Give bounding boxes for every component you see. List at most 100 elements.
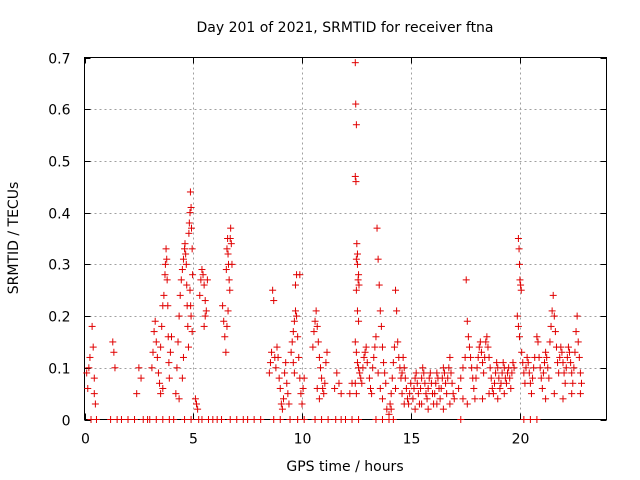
data-point bbox=[137, 374, 145, 382]
data-point bbox=[351, 379, 359, 387]
data-point bbox=[200, 281, 208, 289]
data-point bbox=[165, 374, 173, 382]
data-point bbox=[335, 379, 343, 387]
data-point bbox=[394, 338, 402, 346]
data-point bbox=[153, 353, 161, 361]
data-point bbox=[464, 333, 472, 341]
data-point bbox=[388, 374, 396, 382]
data-point bbox=[440, 369, 448, 377]
data-point bbox=[488, 384, 496, 392]
data-point bbox=[534, 338, 542, 346]
data-point bbox=[311, 416, 319, 423]
data-point bbox=[282, 359, 290, 367]
data-point bbox=[285, 400, 293, 408]
data-point bbox=[424, 405, 432, 413]
data-point bbox=[547, 322, 555, 330]
x-tick-label: 0 bbox=[81, 432, 90, 448]
data-point bbox=[179, 255, 187, 263]
data-point bbox=[442, 379, 450, 387]
data-point bbox=[161, 260, 169, 268]
data-point bbox=[177, 276, 185, 284]
data-point bbox=[314, 338, 322, 346]
data-point bbox=[526, 416, 534, 423]
data-point bbox=[296, 271, 304, 279]
data-point bbox=[431, 390, 439, 398]
data-point bbox=[227, 224, 235, 232]
data-point bbox=[318, 374, 326, 382]
data-point bbox=[569, 379, 577, 387]
x-tick-label: 20 bbox=[512, 432, 530, 448]
y-tick-label: 0.2 bbox=[48, 310, 70, 326]
data-point bbox=[159, 384, 167, 392]
data-point bbox=[149, 348, 157, 356]
data-point bbox=[157, 343, 165, 351]
data-point bbox=[517, 281, 525, 289]
data-point bbox=[219, 302, 227, 310]
data-point bbox=[288, 338, 296, 346]
data-point bbox=[370, 353, 378, 361]
data-point bbox=[289, 328, 297, 336]
data-point bbox=[270, 416, 278, 423]
data-point bbox=[158, 322, 166, 330]
x-tick-label: 15 bbox=[403, 432, 421, 448]
data-point bbox=[542, 348, 550, 356]
data-point bbox=[360, 353, 368, 361]
data-point bbox=[472, 374, 480, 382]
data-point bbox=[444, 374, 452, 382]
data-point bbox=[226, 286, 234, 294]
data-point bbox=[198, 416, 206, 423]
data-point bbox=[529, 374, 537, 382]
data-point bbox=[361, 348, 369, 356]
y-axis-label: SRMTID / TECUs bbox=[6, 182, 22, 295]
data-point bbox=[277, 400, 285, 408]
data-point bbox=[352, 255, 360, 263]
data-point bbox=[293, 312, 301, 320]
data-point bbox=[485, 353, 493, 361]
data-point bbox=[412, 369, 420, 377]
data-point bbox=[224, 307, 232, 315]
data-point bbox=[352, 178, 360, 186]
data-point bbox=[90, 374, 98, 382]
data-point bbox=[187, 302, 195, 310]
data-point bbox=[244, 416, 252, 423]
data-point bbox=[265, 369, 273, 377]
data-point bbox=[250, 416, 258, 423]
data-point bbox=[410, 384, 418, 392]
data-point bbox=[290, 369, 298, 377]
data-point bbox=[493, 359, 501, 367]
data-point bbox=[152, 338, 160, 346]
data-point bbox=[437, 384, 445, 392]
data-point bbox=[198, 266, 206, 274]
data-point bbox=[89, 343, 97, 351]
data-point bbox=[462, 276, 470, 284]
data-point bbox=[188, 224, 196, 232]
data-point bbox=[284, 390, 292, 398]
data-point bbox=[174, 338, 182, 346]
data-point bbox=[392, 384, 400, 392]
data-point bbox=[494, 364, 502, 372]
data-point bbox=[223, 245, 231, 253]
data-point bbox=[351, 338, 359, 346]
data-point bbox=[392, 286, 400, 294]
data-point bbox=[184, 343, 192, 351]
data-point bbox=[165, 359, 173, 367]
data-point bbox=[418, 374, 426, 382]
data-point bbox=[197, 276, 205, 284]
data-point bbox=[490, 379, 498, 387]
data-point bbox=[389, 359, 397, 367]
y-tick-label: 0.5 bbox=[48, 155, 70, 171]
data-point bbox=[516, 276, 524, 284]
data-point bbox=[380, 359, 388, 367]
data-point bbox=[331, 384, 339, 392]
data-point bbox=[371, 343, 379, 351]
data-point bbox=[257, 416, 265, 423]
data-point bbox=[465, 343, 473, 351]
data-point bbox=[407, 379, 415, 387]
data-point bbox=[499, 359, 507, 367]
data-point bbox=[199, 271, 207, 279]
data-point bbox=[450, 395, 458, 403]
data-point bbox=[535, 353, 543, 361]
data-point bbox=[457, 374, 465, 382]
data-point bbox=[558, 348, 566, 356]
data-point bbox=[517, 286, 525, 294]
